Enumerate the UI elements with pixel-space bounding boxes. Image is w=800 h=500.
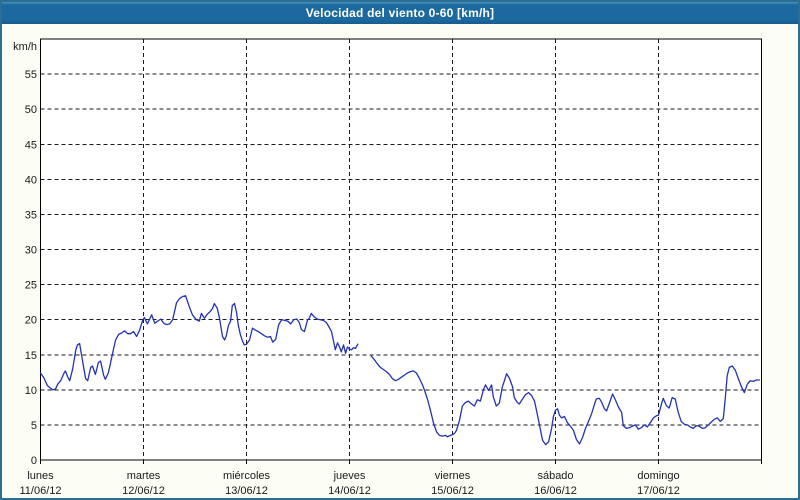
day-date-label: 16/06/12 (534, 485, 577, 497)
y-tick-label: 45 (25, 139, 37, 151)
day-name-label: sábado (537, 470, 573, 482)
day-date-label: 13/06/12 (225, 485, 268, 497)
day-name-label: lunes (27, 470, 54, 482)
day-date-label: 12/06/12 (122, 485, 165, 497)
day-name-label: viernes (435, 470, 471, 482)
day-date-label: 11/06/12 (19, 485, 61, 497)
day-name-label: jueves (333, 470, 366, 482)
y-tick-label: 20 (25, 315, 37, 327)
wind-speed-line-segment (370, 355, 761, 446)
wind-speed-line-segment (39, 295, 359, 391)
y-tick-label: 0 (31, 455, 37, 467)
day-date-label: 14/06/12 (328, 485, 371, 497)
day-name-label: domingo (637, 470, 679, 482)
y-tick-label: 25 (25, 280, 37, 292)
y-tick-label: 10 (25, 385, 37, 397)
day-name-label: martes (127, 470, 161, 482)
y-tick-label: 15 (25, 350, 37, 362)
plot-border (39, 38, 763, 461)
y-tick-label: 40 (25, 174, 37, 186)
y-tick-label: 30 (25, 245, 37, 257)
y-tick-label: 5 (31, 420, 37, 432)
y-axis-unit-label: km/h (13, 41, 37, 53)
day-name-label: miércoles (223, 470, 271, 482)
y-tick-label: 35 (25, 209, 37, 221)
window-titlebar: Velocidad del viento 0-60 [km/h] (2, 2, 798, 24)
window-title-text: Velocidad del viento 0-60 [km/h] (305, 6, 495, 20)
y-tick-label: 50 (25, 104, 37, 116)
day-date-label: 15/06/12 (431, 485, 474, 497)
y-tick-label: 55 (25, 69, 37, 81)
day-date-label: 17/06/12 (637, 485, 680, 497)
